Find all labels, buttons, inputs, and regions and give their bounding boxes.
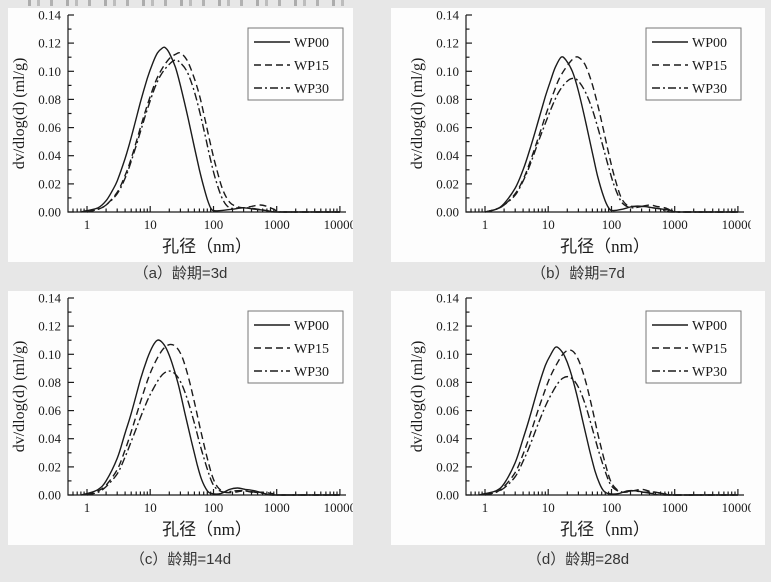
y-tick-label: 0.04 (38, 431, 61, 446)
y-tick-label: 0.02 (38, 176, 61, 191)
cropped-text-fragment (28, 0, 348, 6)
series-wp30 (484, 77, 738, 213)
legend-box (645, 310, 742, 384)
y-tick-label: 0.14 (38, 291, 61, 306)
x-tick-label: 10 (542, 500, 555, 515)
x-tick-label: 100 (602, 500, 622, 515)
y-tick-label: 0.14 (436, 8, 459, 23)
legend-label-wp15: WP15 (294, 342, 329, 357)
x-tick-label: 10 (144, 500, 157, 515)
legend-label-wp15: WP15 (692, 59, 727, 74)
legend-box (645, 27, 742, 101)
y-tick-label: 0.00 (38, 205, 61, 220)
y-tick-label: 0.02 (436, 176, 459, 191)
chart-canvas-a: 0.00 0.02 0.04 0.06 0.08 0.10 0.12 0.14 1 10 100 10… (11, 8, 356, 257)
series-wp15 (86, 343, 340, 496)
legend-box (247, 27, 344, 101)
x-tick-label: 1 (482, 217, 489, 232)
legend-label-wp00: WP00 (294, 36, 329, 51)
y-tick-label: 0.08 (38, 375, 61, 390)
y-tick-label: 0.10 (436, 347, 459, 362)
chart-canvas-b: 0.00 0.02 0.04 0.06 0.08 0.10 0.12 0.14 1 10 100 10… (409, 8, 754, 257)
y-tick-label: 0.12 (436, 319, 459, 334)
y-tick-label: 0.12 (38, 319, 61, 334)
y-tick-label: 0.06 (38, 120, 61, 135)
series-wp15 (484, 349, 738, 496)
y-tick-label: 0.06 (436, 403, 459, 418)
legend-label-wp30: WP30 (294, 365, 329, 380)
x-tick-label: 10000 (722, 500, 751, 515)
y-tick-label: 0.02 (436, 459, 459, 474)
x-tick-label: 1000 (264, 500, 290, 515)
y-tick-label: 0.06 (38, 403, 61, 418)
x-axis-label: 孔径（nm） (560, 520, 650, 539)
x-tick-label: 100 (602, 217, 622, 232)
y-tick-label: 0.10 (38, 64, 61, 79)
legend-box (247, 310, 344, 384)
legend-label-wp30: WP30 (294, 82, 329, 97)
x-axis-label: 孔径（nm） (162, 237, 252, 256)
y-tick-label: 0.10 (436, 64, 459, 79)
x-tick-label: 10 (144, 217, 157, 232)
y-axis-label: dv/dlog(d) (ml/g) (409, 341, 426, 453)
x-tick-label: 1 (84, 217, 91, 232)
y-tick-label: 0.04 (436, 148, 459, 163)
x-tick-label: 1 (84, 500, 91, 515)
chart-canvas-c: 0.00 0.02 0.04 0.06 0.08 0.10 0.12 0.14 1 10 100 10… (11, 291, 356, 540)
y-tick-label: 0.00 (436, 205, 459, 220)
legend-label-wp30: WP30 (692, 365, 727, 380)
x-tick-label: 10 (542, 217, 555, 232)
x-tick-label: 100 (204, 217, 224, 232)
x-tick-label: 10000 (722, 217, 751, 232)
x-tick-label: 1000 (662, 217, 688, 232)
y-tick-label: 0.00 (38, 488, 61, 503)
y-tick-label: 0.02 (38, 459, 61, 474)
legend-label-wp00: WP00 (692, 36, 727, 51)
x-axis-label: 孔径（nm） (560, 237, 650, 256)
legend-label-wp15: WP15 (294, 59, 329, 74)
legend-label-wp00: WP00 (692, 319, 727, 334)
x-tick-label: 1000 (662, 500, 688, 515)
legend-label-wp30: WP30 (692, 82, 727, 97)
axes (67, 14, 346, 213)
panel-c: 0.00 0.02 0.04 0.06 0.08 0.10 0.12 0.14 1 10 100 10… (8, 291, 356, 545)
y-axis-label: dv/dlog(d) (ml/g) (409, 58, 426, 170)
x-axis-label: 孔径（nm） (162, 520, 252, 539)
x-tick-label: 1000 (264, 217, 290, 232)
series-wp30 (484, 375, 738, 496)
series-wp15 (86, 52, 340, 213)
y-tick-label: 0.04 (38, 148, 61, 163)
y-axis-label: dv/dlog(d) (ml/g) (11, 58, 28, 170)
y-tick-label: 0.14 (436, 291, 459, 306)
panel-b: 0.00 0.02 0.04 0.06 0.08 0.10 0.12 0.14 1 10 100 10… (391, 8, 765, 262)
panel-d: 0.00 0.02 0.04 0.06 0.08 0.10 0.12 0.14 1 10 100 10… (391, 291, 765, 545)
legend-label-wp00: WP00 (294, 319, 329, 334)
y-tick-label: 0.04 (436, 431, 459, 446)
y-tick-label: 0.08 (436, 375, 459, 390)
x-tick-label: 10000 (324, 500, 353, 515)
x-tick-label: 1 (482, 500, 489, 515)
x-tick-label: 100 (204, 500, 224, 515)
caption-panel-b: （b）龄期=7d (531, 265, 625, 282)
caption-panel-c: （c）龄期=14d (129, 551, 232, 568)
y-tick-label: 0.06 (436, 120, 459, 135)
y-tick-label: 0.00 (436, 488, 459, 503)
y-tick-label: 0.08 (38, 92, 61, 107)
y-tick-label: 0.12 (436, 36, 459, 51)
y-axis-label: dv/dlog(d) (ml/g) (11, 341, 28, 453)
y-tick-label: 0.10 (38, 347, 61, 362)
series-wp00 (80, 339, 340, 496)
caption-panel-d: （d）龄期=28d (526, 551, 630, 568)
chart-canvas-d: 0.00 0.02 0.04 0.06 0.08 0.10 0.12 0.14 1 10 100 10… (409, 291, 754, 540)
legend-label-wp15: WP15 (692, 342, 727, 357)
y-tick-label: 0.14 (38, 8, 61, 23)
y-tick-label: 0.08 (436, 92, 459, 107)
x-tick-label: 10000 (324, 217, 353, 232)
panel-a: 0.00 0.02 0.04 0.06 0.08 0.10 0.12 0.14 1 10 100 10… (8, 8, 356, 262)
y-tick-label: 0.12 (38, 36, 61, 51)
caption-panel-a: （a）龄期=3d (133, 265, 228, 282)
